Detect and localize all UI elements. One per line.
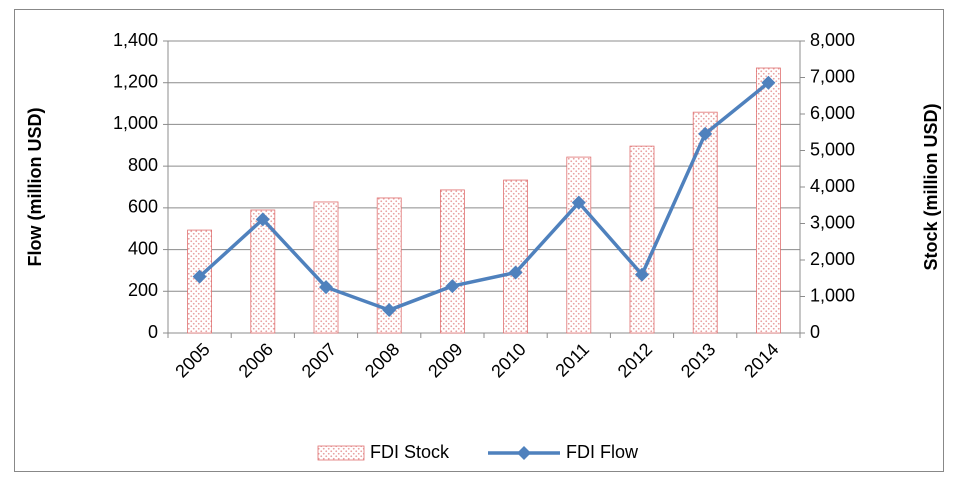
x-tick-label: 2013 (677, 339, 719, 381)
line (198, 81, 770, 312)
y-tick-label: 800 (128, 155, 158, 175)
y2-tick-label: 1,000 (810, 285, 855, 305)
y2-tick-label: 3,000 (810, 212, 855, 232)
bar (755, 67, 781, 334)
marker (761, 75, 776, 90)
y2-tick-label: 2,000 (810, 249, 855, 269)
marker (698, 126, 713, 141)
y2-axis-title: Stock (million USD) (921, 103, 941, 270)
y2-tick-label: 8,000 (810, 30, 855, 50)
bar (692, 111, 718, 334)
y2-tick-label: 7,000 (810, 66, 855, 86)
y-tick-label: 0 (148, 322, 158, 342)
marker (445, 279, 460, 294)
marker (571, 195, 586, 210)
bar (313, 201, 339, 334)
chart-frame (14, 9, 944, 472)
marker (255, 212, 270, 227)
marker (382, 303, 397, 318)
y-axis-title: Flow (million USD) (25, 108, 45, 267)
x-tick-label: 2011 (551, 339, 593, 381)
x-tick-label: 2005 (171, 339, 213, 381)
bar (439, 189, 465, 334)
x-tick-label: 2014 (740, 339, 782, 381)
y-tick-label: 1,200 (113, 71, 158, 91)
y2-tick-label: 4,000 (810, 176, 855, 196)
marker (635, 267, 649, 282)
x-tick-label: 2009 (424, 339, 466, 381)
x-tick-label: 2008 (361, 339, 403, 381)
y-tick-label: 600 (128, 197, 158, 217)
legend-swatch (317, 445, 365, 461)
bar (629, 145, 655, 334)
y-tick-label: 200 (128, 280, 158, 300)
legend-marker (517, 446, 531, 460)
x-tick-label: 2010 (487, 339, 529, 381)
y-tick-label: 400 (128, 238, 158, 258)
bar (250, 209, 276, 334)
y-tick-label: 1,400 (113, 30, 158, 50)
y2-tick-label: 0 (810, 322, 820, 342)
legend-label: FDI Flow (566, 442, 639, 462)
legend-label: FDI Stock (370, 442, 450, 462)
marker (319, 280, 333, 295)
x-tick-label: 2007 (298, 339, 340, 381)
bar (566, 156, 592, 334)
y2-tick-label: 6,000 (810, 103, 855, 123)
marker (508, 265, 523, 280)
x-tick-label: 2006 (235, 339, 277, 381)
y2-tick-label: 5,000 (810, 139, 855, 159)
bar (503, 179, 529, 334)
x-tick-label: 2012 (614, 339, 656, 381)
y-tick-label: 1,000 (113, 113, 158, 133)
marker (192, 269, 207, 284)
